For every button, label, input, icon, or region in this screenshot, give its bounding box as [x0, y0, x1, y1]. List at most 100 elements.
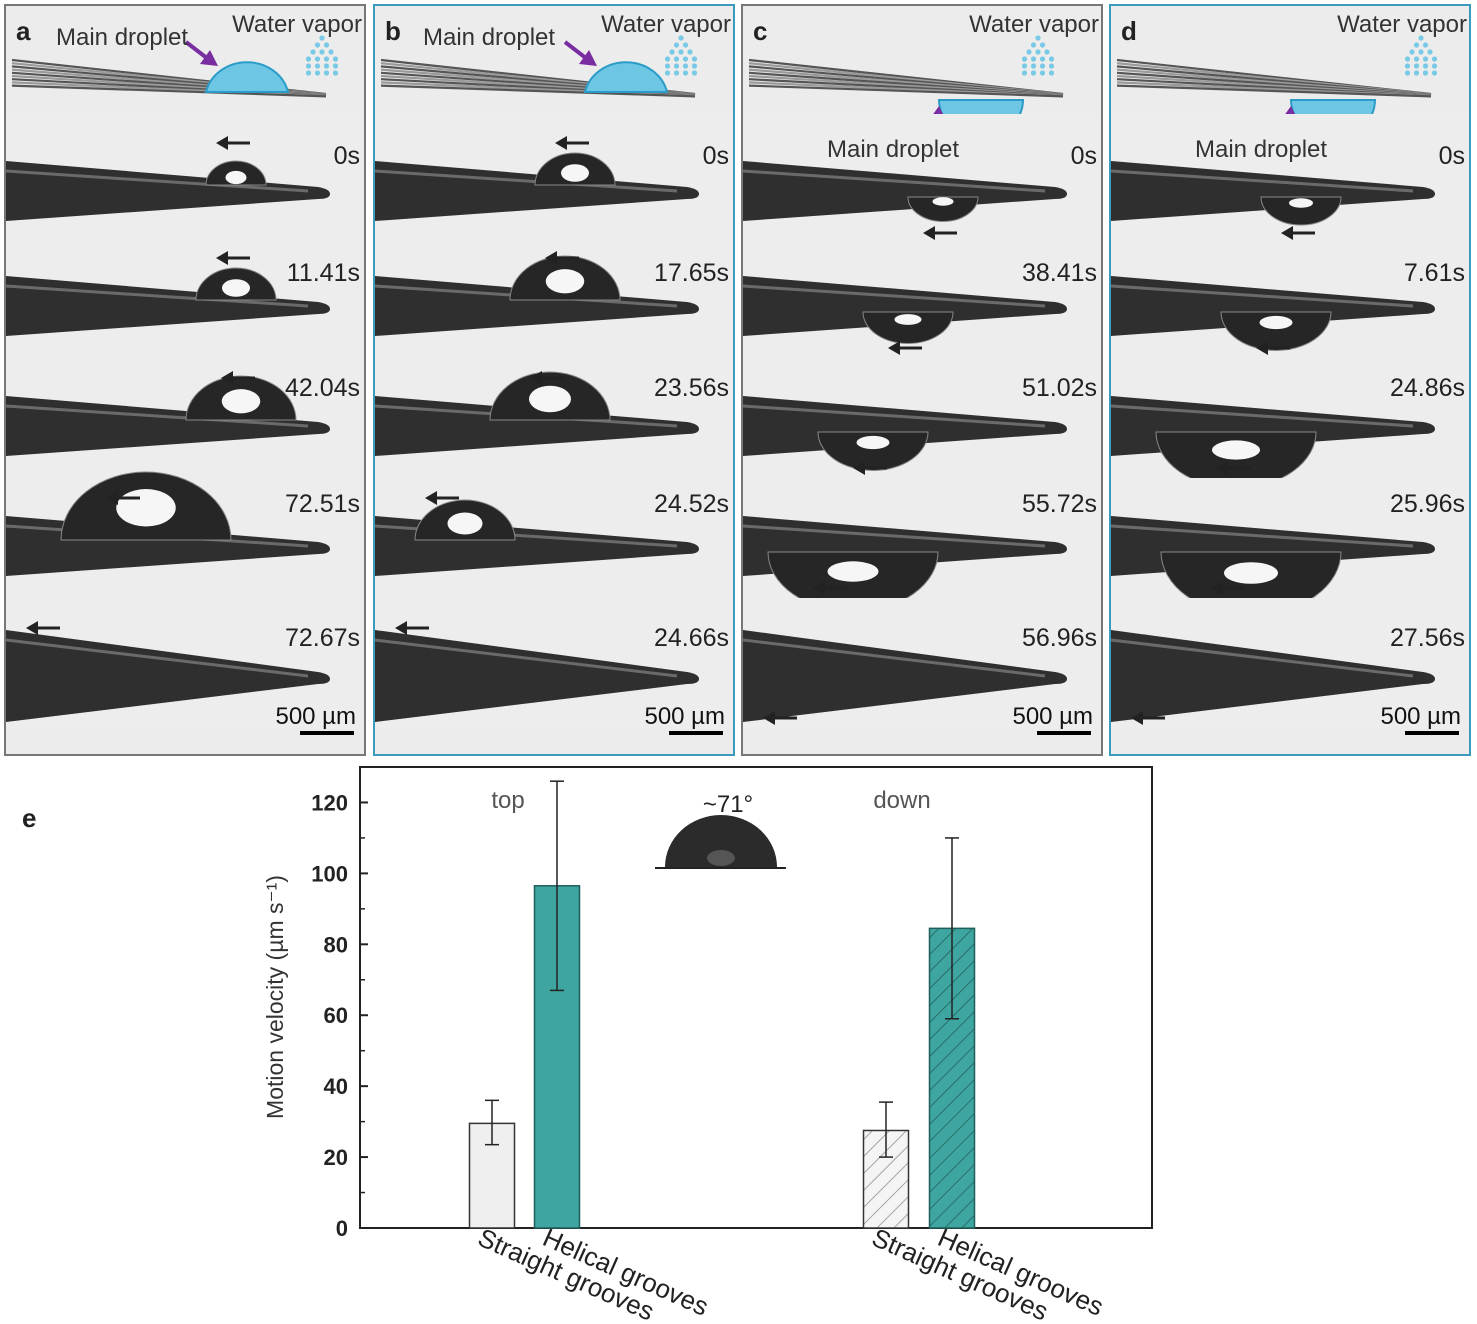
y-tick-label: 20 [324, 1145, 348, 1170]
contact-angle-label: ~71° [703, 791, 753, 818]
group-label-down: down [873, 787, 930, 814]
timestamp-label: 23.56s [653, 374, 729, 402]
scale-bar [669, 731, 723, 735]
droplet [817, 431, 929, 471]
panel-illustration [375, 35, 733, 728]
timestamp-label: 56.96s [1021, 624, 1097, 652]
y-tick-label: 60 [324, 1003, 348, 1028]
plot-frame [359, 766, 1153, 1229]
timestamp-label: 17.65s [653, 259, 729, 287]
panel-a: a Water vapor Main droplet 0s 11.41s 42.04s 72… [4, 4, 366, 756]
water-vapor-label: Water vapor [232, 11, 362, 38]
needle [1111, 630, 1435, 722]
water-vapor-icon [1021, 35, 1055, 76]
timestamp-label: 27.56s [1389, 624, 1465, 652]
panel-letter: a [16, 16, 31, 46]
scale-bar-label: 500 µm [644, 703, 725, 730]
panel-letter: d [1121, 16, 1137, 46]
timestamp-label: 7.61s [1403, 259, 1465, 287]
frame-3 [1111, 358, 1469, 489]
droplet [907, 196, 979, 222]
main-droplet-label: Main droplet [56, 24, 189, 51]
panel-b: b Water vapor Main droplet 0s 17.65s 23.56s 24… [373, 4, 735, 756]
water-vapor-label: Water vapor [969, 11, 1099, 38]
chart-panel-label: e [22, 803, 36, 833]
frame-5 [6, 598, 364, 728]
frame-2 [1111, 243, 1469, 358]
water-vapor-label: Water vapor [1337, 11, 1467, 38]
main-droplet-label: Main droplet [1195, 136, 1328, 163]
frame-4 [1111, 478, 1469, 616]
panel-illustration [1111, 35, 1469, 728]
timestamp-label: 55.72s [1021, 490, 1097, 518]
frame-3 [375, 358, 733, 478]
main-droplet-icon [204, 61, 290, 93]
timestamp-label: 24.66s [653, 624, 729, 652]
timestamp-label: 24.86s [1389, 374, 1465, 402]
panel-letter: b [385, 16, 401, 46]
frame-1 [1111, 114, 1469, 243]
timestamp-label: 51.02s [1021, 374, 1097, 402]
water-vapor-icon [305, 35, 339, 76]
timestamp-label: 0s [702, 142, 729, 170]
y-tick-label: 100 [311, 861, 348, 886]
frame-2 [6, 243, 364, 358]
main-droplet-label: Main droplet [827, 136, 960, 163]
y-axis-label: Motion velocity (µm s⁻¹) [262, 875, 288, 1119]
scale-bar-label: 500 µm [1380, 703, 1461, 730]
frame-3 [743, 358, 1101, 478]
y-tick-label: 80 [324, 932, 348, 957]
timestamp-label: 72.67s [284, 624, 360, 652]
scale-bar [300, 731, 354, 735]
frame-4 [6, 471, 364, 598]
contact-angle-droplet-icon [665, 815, 777, 867]
panel-illustration [743, 35, 1101, 728]
frame-2 [743, 243, 1101, 358]
y-tick-label: 40 [324, 1074, 348, 1099]
timestamp-label: 25.96s [1389, 490, 1465, 518]
water-vapor-label: Water vapor [601, 11, 731, 38]
droplet [862, 311, 954, 344]
panel-d: d Water vapor Main droplet 0s 7.61s 24.86s 25.… [1109, 4, 1471, 756]
frame-1 [375, 114, 733, 243]
frame-2 [375, 243, 733, 358]
group-label-top: top [491, 787, 524, 814]
grooved-fiber-schematic [748, 58, 1064, 98]
droplet [1220, 311, 1332, 351]
scale-bar [1405, 731, 1459, 735]
timestamp-label: 0s [1070, 142, 1097, 170]
y-tick-label: 120 [311, 790, 348, 815]
timestamp-label: 72.51s [284, 490, 360, 518]
panel-illustration [6, 35, 364, 728]
timestamp-label: 24.52s [653, 490, 729, 518]
y-tick-label: 0 [336, 1216, 348, 1241]
scale-bar-label: 500 µm [275, 703, 356, 730]
panel-letter: c [753, 16, 768, 46]
frame-3 [6, 358, 364, 478]
frame-4 [375, 478, 733, 598]
water-vapor-icon [664, 35, 698, 76]
timestamp-label: 11.41s [286, 259, 360, 287]
scale-bar-label: 500 µm [1012, 703, 1093, 730]
frame-1 [6, 114, 364, 243]
droplet [1260, 196, 1342, 226]
grooved-fiber-schematic [1116, 58, 1432, 98]
water-vapor-icon [1404, 35, 1438, 76]
needle [375, 630, 699, 722]
frame-1 [743, 114, 1101, 243]
scale-bar [1037, 731, 1091, 735]
timestamp-label: 42.04s [284, 374, 360, 402]
panel-c: c Water vapor Main droplet 0s 38.41s 51.02s 55… [741, 4, 1103, 756]
timestamp-label: 0s [1438, 142, 1465, 170]
timestamp-label: 0s [333, 142, 360, 170]
timestamp-label: 38.41s [1021, 259, 1097, 287]
main-droplet-icon [583, 61, 669, 93]
main-droplet-label: Main droplet [423, 24, 556, 51]
frame-4 [743, 478, 1101, 612]
frame-5 [1111, 598, 1469, 728]
frame-5 [375, 598, 733, 728]
needle [6, 630, 330, 722]
frame-5 [743, 598, 1101, 728]
needle [743, 630, 1067, 722]
